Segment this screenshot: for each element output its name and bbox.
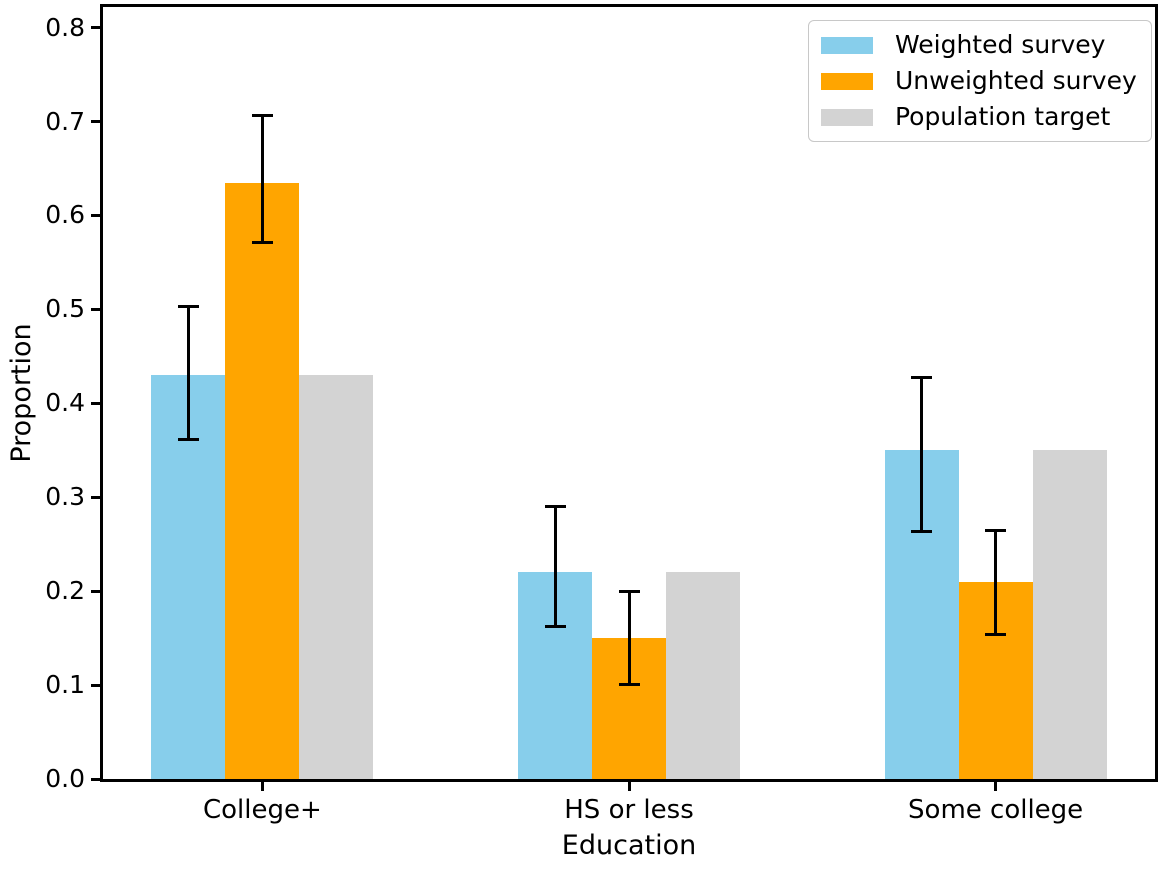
legend-item-population-target: Population target xyxy=(821,102,1139,132)
error-bar xyxy=(920,377,924,532)
x-tick-label-some-college: Some college xyxy=(908,795,1084,825)
y-tick-mark xyxy=(91,777,100,781)
error-bar-cap xyxy=(618,589,640,593)
error-bar xyxy=(553,506,557,627)
error-bar-cap xyxy=(618,682,640,686)
y-tick-label: 0.5 xyxy=(45,294,85,324)
error-bar-cap xyxy=(911,530,933,534)
legend-label-weighted-survey: Weighted survey xyxy=(895,30,1106,59)
y-tick-label: 0.6 xyxy=(45,200,85,230)
error-bar-cap xyxy=(911,375,933,379)
error-bar-cap xyxy=(985,632,1007,636)
legend-label-unweighted-survey: Unweighted survey xyxy=(895,66,1137,95)
legend-swatch-weighted-survey xyxy=(821,36,873,54)
error-bar-cap xyxy=(544,505,566,509)
bar-population-target xyxy=(666,572,740,779)
legend-item-unweighted-survey: Unweighted survey xyxy=(821,66,1139,96)
x-tick-label-college-plus: College+ xyxy=(202,795,322,825)
plot-area: College+ HS or less Some college Educati… xyxy=(45,4,1158,861)
bar-unweighted-survey xyxy=(225,182,300,779)
bar-population-target xyxy=(299,375,374,779)
bar-population-target xyxy=(1032,450,1107,779)
y-tick-mark xyxy=(91,495,100,499)
error-bar-cap xyxy=(251,241,273,245)
legend-item-weighted-survey: Weighted survey xyxy=(821,30,1139,60)
error-bar xyxy=(627,591,631,685)
error-bar-cap xyxy=(251,114,273,118)
y-tick-mark xyxy=(91,26,100,30)
y-tick-label: 0.1 xyxy=(45,670,85,700)
y-axis-label: Proportion xyxy=(6,323,37,463)
y-tick-label: 0.4 xyxy=(45,388,85,418)
y-tick-mark xyxy=(91,589,100,593)
legend-label-population-target: Population target xyxy=(895,102,1111,131)
x-tick-mark xyxy=(994,782,998,791)
y-tick-mark xyxy=(91,401,100,405)
y-tick-mark xyxy=(91,683,100,687)
x-tick-mark xyxy=(627,782,631,791)
y-tick-label: 0.0 xyxy=(45,764,85,793)
y-tick-label: 0.2 xyxy=(45,576,85,606)
x-tick-label-hs-or-less: HS or less xyxy=(564,795,694,825)
error-bar-cap xyxy=(985,528,1007,532)
error-bar xyxy=(260,115,264,243)
bar-weighted-survey xyxy=(151,375,226,779)
error-bar-cap xyxy=(177,437,199,441)
error-bar-cap xyxy=(544,625,566,629)
error-bar xyxy=(994,530,998,635)
y-tick-label: 0.8 xyxy=(45,12,85,42)
legend-swatch-population-target xyxy=(821,108,873,126)
error-bar-cap xyxy=(177,305,199,309)
y-tick-label: 0.7 xyxy=(45,106,85,136)
y-tick-mark xyxy=(91,120,100,124)
x-axis-label: Education xyxy=(561,830,697,861)
error-bar xyxy=(186,306,190,440)
legend-swatch-unweighted-survey xyxy=(821,72,873,90)
y-tick-mark xyxy=(91,213,100,217)
legend: Weighted survey Unweighted survey Popula… xyxy=(808,20,1152,142)
x-tick-mark xyxy=(260,782,264,791)
y-tick-mark xyxy=(91,307,100,311)
y-tick-label: 0.3 xyxy=(45,482,85,512)
